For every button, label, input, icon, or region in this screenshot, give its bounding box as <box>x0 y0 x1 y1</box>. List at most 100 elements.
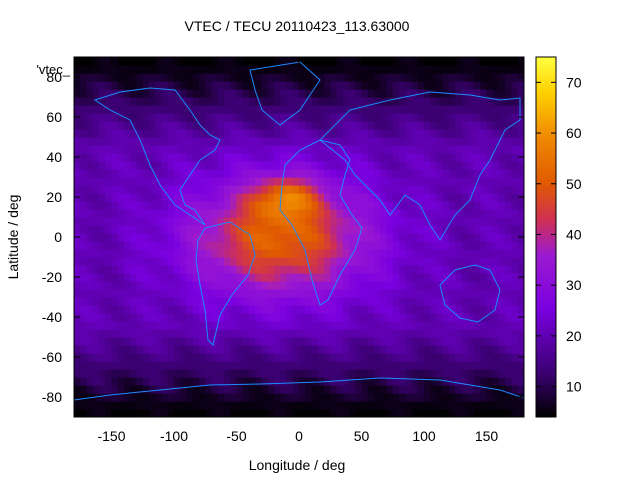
heatmap-cell <box>305 81 313 90</box>
heatmap-cell <box>130 305 138 314</box>
heatmap-cell <box>330 177 338 186</box>
heatmap-cell <box>411 329 419 338</box>
heatmap-cell <box>299 89 306 98</box>
heatmap-cell <box>180 249 188 258</box>
heatmap-cell <box>99 337 106 346</box>
heatmap-cell <box>355 409 363 417</box>
heatmap-cell <box>311 369 319 378</box>
heatmap-cell <box>149 313 156 322</box>
heatmap-cell <box>292 65 300 74</box>
heatmap-cell <box>142 305 150 314</box>
heatmap-cell <box>174 81 181 90</box>
heatmap-cell <box>274 105 281 114</box>
heatmap-cell <box>436 321 444 330</box>
heatmap-cell <box>449 201 456 210</box>
heatmap-cell <box>286 409 294 417</box>
heatmap-cell <box>505 305 513 314</box>
heatmap-cell <box>286 329 294 338</box>
heatmap-cell <box>492 345 500 354</box>
heatmap-cell <box>267 337 275 346</box>
heatmap-cell <box>424 393 431 402</box>
heatmap-cell <box>461 305 469 314</box>
heatmap-cell <box>449 209 456 218</box>
heatmap-cell <box>261 313 269 322</box>
heatmap-cell <box>430 129 438 138</box>
heatmap-cell <box>336 113 344 122</box>
heatmap-cell <box>130 225 138 234</box>
heatmap-cell <box>436 209 444 218</box>
heatmap-cell <box>199 185 206 194</box>
heatmap-cell <box>86 113 94 122</box>
heatmap-cell <box>180 225 188 234</box>
heatmap-cell <box>461 225 469 234</box>
heatmap-cell <box>149 161 156 170</box>
heatmap-cell <box>474 97 481 106</box>
heatmap-cell <box>192 241 200 250</box>
heatmap-cell <box>174 209 181 218</box>
heatmap-cell <box>80 161 88 170</box>
heatmap-cell <box>311 89 319 98</box>
heatmap-cell <box>492 209 500 218</box>
heatmap-cell <box>255 161 263 170</box>
heatmap-cell <box>267 97 275 106</box>
heatmap-cell <box>442 169 450 178</box>
heatmap-cell <box>355 273 363 282</box>
heatmap-cell <box>367 73 375 82</box>
heatmap-cell <box>249 209 256 218</box>
heatmap-cell <box>99 153 106 162</box>
heatmap-cell <box>249 401 256 410</box>
heatmap-cell <box>242 337 250 346</box>
heatmap-cell <box>99 177 106 186</box>
heatmap-cell <box>424 369 431 378</box>
heatmap-cell <box>492 73 500 82</box>
heatmap-cell <box>149 201 156 210</box>
heatmap-cell <box>180 121 188 130</box>
heatmap-cell <box>92 281 100 290</box>
heatmap-cell <box>74 89 81 98</box>
heatmap-cell <box>424 161 431 170</box>
heatmap-cell <box>449 249 456 258</box>
heatmap-cell <box>167 409 175 417</box>
heatmap-cell <box>505 225 513 234</box>
heatmap-cell <box>236 113 244 122</box>
heatmap-cell <box>199 233 206 242</box>
heatmap-cell <box>180 377 188 386</box>
heatmap-cell <box>449 161 456 170</box>
heatmap-cell <box>505 153 513 162</box>
heatmap-cell <box>367 265 375 274</box>
heatmap-cell <box>136 329 144 338</box>
heatmap-cell <box>224 161 231 170</box>
heatmap-cell <box>317 177 325 186</box>
heatmap-cell <box>230 401 238 410</box>
heatmap-cell <box>511 289 519 298</box>
heatmap-cell <box>380 353 388 362</box>
heatmap-cell <box>424 129 431 138</box>
heatmap-cell <box>374 113 381 122</box>
heatmap-cell <box>124 257 131 266</box>
heatmap-cell <box>480 249 488 258</box>
heatmap-cell <box>417 393 425 402</box>
heatmap-cell <box>486 81 494 90</box>
heatmap-cell <box>399 305 406 314</box>
heatmap-cell <box>136 201 144 210</box>
heatmap-cell <box>255 89 263 98</box>
heatmap-cell <box>136 193 144 202</box>
heatmap-cell <box>449 97 456 106</box>
heatmap-cell <box>442 273 450 282</box>
heatmap-cell <box>336 409 344 417</box>
heatmap-cell <box>174 137 181 146</box>
heatmap-cell <box>267 353 275 362</box>
heatmap-cell <box>205 297 213 306</box>
heatmap-cell <box>336 193 344 202</box>
heatmap-cell <box>217 153 225 162</box>
heatmap-cell <box>305 289 313 298</box>
heatmap-cell <box>161 305 169 314</box>
heatmap-cell <box>517 377 524 386</box>
heatmap-cell <box>517 81 524 90</box>
heatmap-cell <box>236 217 244 226</box>
heatmap-cell <box>192 345 200 354</box>
heatmap-cell <box>374 57 381 66</box>
heatmap-cell <box>386 289 394 298</box>
heatmap-cell <box>361 401 369 410</box>
heatmap-cell <box>374 305 381 314</box>
